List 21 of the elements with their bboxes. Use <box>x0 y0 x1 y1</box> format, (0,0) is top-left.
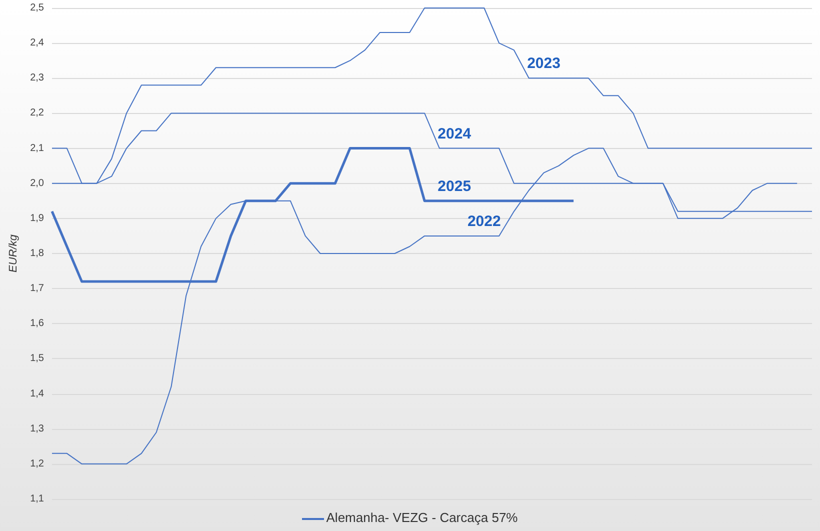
y-tick-label: 1,4 <box>30 388 44 400</box>
y-tick-label: 2,2 <box>30 108 44 119</box>
y-tick-label: 1,2 <box>30 458 44 470</box>
y-tick-label: 2,0 <box>30 178 44 189</box>
y-tick-label: 1,1 <box>30 494 44 504</box>
y-tick-label: 2,3 <box>30 72 44 84</box>
y-tick-label: 1,5 <box>30 353 44 364</box>
y-tick-label: 1,3 <box>30 423 44 434</box>
text: Alemanha- VEZG - Carcaça 57% <box>325 510 518 525</box>
y-tick-label: 1,8 <box>30 248 44 259</box>
y-tick-label: 2,4 <box>30 38 44 49</box>
series-label: 2023 <box>527 55 560 72</box>
y-tick-label: 1,6 <box>30 318 44 330</box>
y-tick-label: 1,9 <box>30 212 44 224</box>
y-tick-label: 1,7 <box>30 283 44 294</box>
series-label: 2022 <box>467 212 501 230</box>
series-label: 2024 <box>438 125 472 142</box>
y-axis-title: EUR/kg <box>8 234 20 272</box>
y-tick-label: 2,1 <box>30 142 44 154</box>
series-label: 2025 <box>438 178 472 195</box>
y-tick-label: 2,5 <box>30 2 44 14</box>
